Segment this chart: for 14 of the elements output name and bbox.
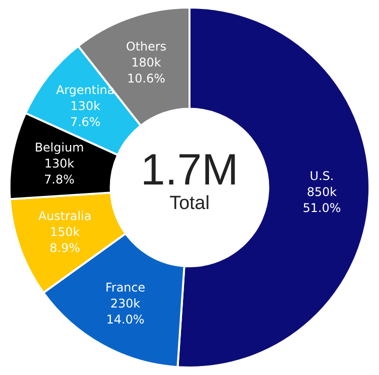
data-label: 180k 10.6% [127, 55, 166, 86]
slice-label: Argentina [56, 82, 115, 97]
data-label: 230k 14.0% [106, 296, 144, 326]
data-label: 850k 51.0% [302, 184, 341, 215]
text: 1.7M [140, 146, 238, 194]
slice-label: U.S. [310, 168, 334, 183]
text: Total [169, 193, 210, 214]
data-label: 130k 7.8% [44, 156, 75, 187]
slice-label: Australia [38, 209, 92, 224]
slice-label: France [105, 280, 146, 294]
data-label: 130k 7.6% [70, 98, 101, 129]
data-label: 150k 8.9% [50, 225, 80, 256]
slice-label: Belgium [34, 140, 84, 155]
slice-label: Others [126, 39, 166, 54]
